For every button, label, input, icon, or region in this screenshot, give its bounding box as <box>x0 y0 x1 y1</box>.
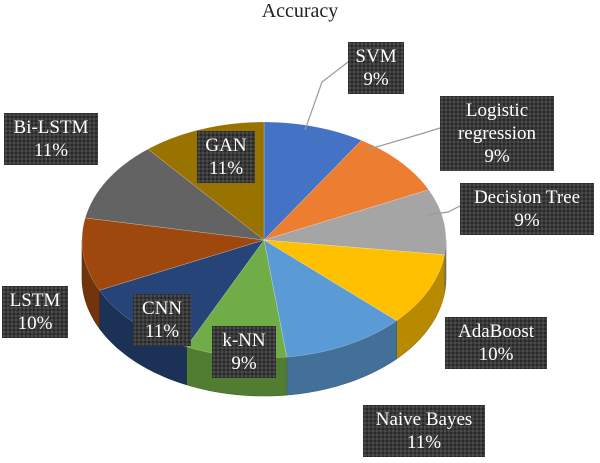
pie-slice-lstm <box>81 217 265 291</box>
slice-label-k-nn: k-NN 9% <box>212 326 276 378</box>
leader-line-svm <box>304 61 349 131</box>
leader-line-decision-tree <box>426 205 461 216</box>
slice-label-lstm: LSTM 10% <box>2 286 68 338</box>
slice-label-bi-lstm: Bi-LSTM 11% <box>4 113 98 165</box>
slice-label-value: 9% <box>484 146 510 167</box>
slice-label-name: CNN <box>141 298 183 319</box>
pie-slice-bi-lstm <box>84 148 265 241</box>
slice-label-name: GAN <box>205 135 247 156</box>
pie-slice-svm <box>263 121 362 241</box>
slice-label-name: AdaBoost <box>458 321 534 342</box>
slice-label-name: Decision Tree <box>473 187 581 208</box>
leader-line-logistic-regression <box>365 127 441 151</box>
pie-slice-naive-bayes <box>263 239 398 358</box>
slice-label-value: 11% <box>406 432 442 453</box>
slice-label-name: Bi-LSTM <box>13 117 89 138</box>
pie-slice-adaboost <box>263 239 445 322</box>
chart-title: Accuracy <box>261 0 339 22</box>
slice-label-name: SVM <box>355 46 397 67</box>
slice-label-name: k-NN <box>222 330 266 351</box>
slice-label-name: Logistic regression <box>457 100 537 144</box>
slice-label-value: 9% <box>363 69 389 90</box>
slice-label-logistic-regression: Logistic regression 9% <box>440 96 554 171</box>
slice-label-gan: GAN 11% <box>197 131 255 183</box>
slice-label-naive-bayes: Naive Bayes 11% <box>363 405 485 457</box>
slice-label-decision-tree: Decision Tree 9% <box>460 183 594 235</box>
slice-label-value: 9% <box>514 210 540 231</box>
pie-slice-decision-tree <box>263 189 447 256</box>
slice-label-value: 10% <box>17 313 53 334</box>
slice-label-value: 10% <box>478 344 514 365</box>
slice-label-value: 11% <box>208 158 244 179</box>
slice-label-adaboost: AdaBoost 10% <box>445 317 547 369</box>
slice-label-svm: SVM 9% <box>348 42 404 94</box>
slice-label-name: Naive Bayes <box>375 409 473 430</box>
slice-label-cnn: CNN 11% <box>133 294 191 346</box>
pie-slice-logistic-regression <box>263 140 430 241</box>
slice-label-value: 11% <box>144 321 180 342</box>
slice-label-name: LSTM <box>9 290 61 311</box>
slice-label-value: 11% <box>33 140 69 161</box>
slice-label-value: 9% <box>231 353 257 374</box>
